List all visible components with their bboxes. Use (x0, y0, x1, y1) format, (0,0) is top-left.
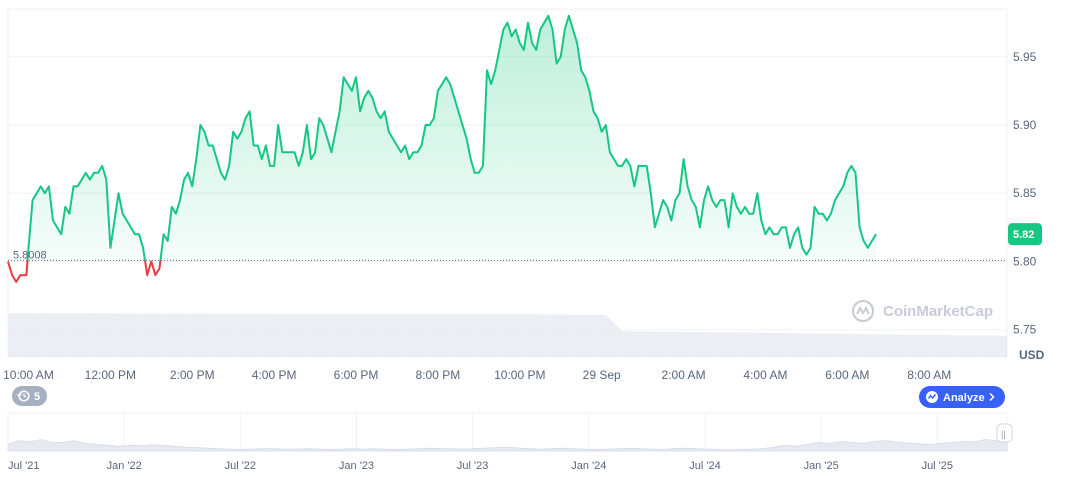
x-axis: 10:00 AM 12:00 PM 2:00 PM 4:00 PM 6:00 PM 8:0… (3, 368, 951, 382)
navigator-handle[interactable]: || (996, 423, 1013, 443)
analyze-icon (926, 391, 938, 403)
navigator-tick-label: Jan '25 (804, 460, 839, 472)
navigator-tick-label: Jan '23 (339, 460, 374, 472)
navigator-tick-label: Jan '24 (571, 460, 606, 472)
navigator-axis: Jul '21 Jan '22 Jul '22 Jan '23 Jul '23 Jan '… (8, 460, 953, 472)
volume-area (8, 313, 1007, 357)
current-price-label: 5.82 (1013, 229, 1034, 241)
y-tick-label: 5.75 (1013, 323, 1037, 337)
reference-label: 5.8008 (13, 249, 47, 261)
price-area-fill (27, 15, 876, 261)
x-tick-label: 10:00 AM (3, 368, 54, 382)
price-line-down (7, 260, 162, 283)
x-tick-label: 10:00 PM (494, 368, 545, 382)
y-axis: 5.75 5.80 5.85 5.90 5.95 (1013, 50, 1037, 337)
navigator-tick-label: Jul '25 (922, 460, 953, 472)
x-tick-label: 2:00 AM (662, 368, 706, 382)
x-tick-label: 12:00 PM (85, 368, 136, 382)
navigator-tick-label: Jul '23 (457, 460, 488, 472)
y-tick-label: 5.90 (1013, 118, 1037, 132)
current-price-badge: 5.82 (1008, 223, 1042, 246)
navigator-tick-label: Jul '22 (225, 460, 256, 472)
range-navigator[interactable] (7, 412, 1008, 452)
x-tick-label: 8:00 AM (907, 368, 951, 382)
x-tick-label: 29 Sep (583, 368, 621, 382)
x-tick-label: 4:00 AM (743, 368, 787, 382)
price-line-up (26, 14, 877, 261)
coinmarketcap-watermark: CoinMarketCap (851, 299, 993, 323)
x-tick-label: 8:00 PM (416, 368, 461, 382)
x-tick-label: 6:00 PM (334, 368, 379, 382)
y-tick-label: 5.95 (1013, 50, 1037, 64)
unit-label: USD (1019, 348, 1045, 362)
handle-grip: || (1001, 429, 1006, 439)
navigator-tick-label: Jul '24 (689, 460, 720, 472)
history-badge[interactable]: 5 (12, 386, 47, 406)
y-tick-label: 5.80 (1013, 254, 1037, 268)
price-area (7, 14, 877, 283)
watermark-text: CoinMarketCap (883, 303, 993, 320)
navigator-tick-label: Jan '22 (107, 460, 142, 472)
y-tick-label: 5.85 (1013, 186, 1037, 200)
analyze-button[interactable]: Analyze (919, 386, 1005, 408)
x-tick-label: 6:00 AM (825, 368, 869, 382)
volume-bars (7, 312, 1007, 357)
navigator-tick-label: Jul '21 (8, 460, 39, 472)
x-tick-label: 4:00 PM (252, 368, 297, 382)
chevron-right-icon (989, 392, 995, 402)
navigator-area (7, 439, 1008, 452)
history-count: 5 (34, 391, 40, 403)
analyze-label: Analyze (943, 392, 985, 404)
history-icon (16, 390, 30, 402)
x-tick-label: 2:00 PM (170, 368, 215, 382)
